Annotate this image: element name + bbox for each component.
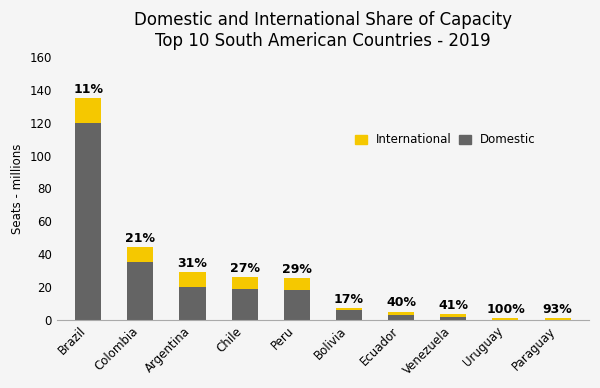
Text: 93%: 93%: [543, 303, 572, 316]
Text: 31%: 31%: [178, 257, 208, 270]
Bar: [545, 318, 571, 320]
Title: Domestic and International Share of Capacity
Top 10 South American Countries - 2: Domestic and International Share of Capa…: [134, 11, 512, 50]
Bar: [388, 312, 414, 315]
Bar: [440, 314, 466, 317]
Bar: [493, 318, 518, 320]
Bar: [179, 272, 206, 287]
Bar: [75, 99, 101, 123]
Bar: [232, 289, 258, 320]
Bar: [284, 290, 310, 320]
Bar: [75, 123, 101, 320]
Text: 100%: 100%: [486, 303, 525, 316]
Y-axis label: Seats - millions: Seats - millions: [11, 143, 24, 234]
Text: 29%: 29%: [282, 263, 312, 276]
Legend: International, Domestic: International, Domestic: [350, 129, 541, 151]
Text: 17%: 17%: [334, 293, 364, 306]
Text: 27%: 27%: [230, 262, 260, 275]
Bar: [440, 317, 466, 320]
Bar: [127, 247, 154, 262]
Bar: [127, 262, 154, 320]
Text: 11%: 11%: [73, 83, 103, 96]
Text: 41%: 41%: [438, 299, 468, 312]
Bar: [388, 315, 414, 320]
Bar: [336, 310, 362, 320]
Bar: [284, 278, 310, 290]
Bar: [232, 277, 258, 289]
Bar: [336, 308, 362, 310]
Text: 21%: 21%: [125, 232, 155, 245]
Bar: [179, 287, 206, 320]
Text: 40%: 40%: [386, 296, 416, 309]
